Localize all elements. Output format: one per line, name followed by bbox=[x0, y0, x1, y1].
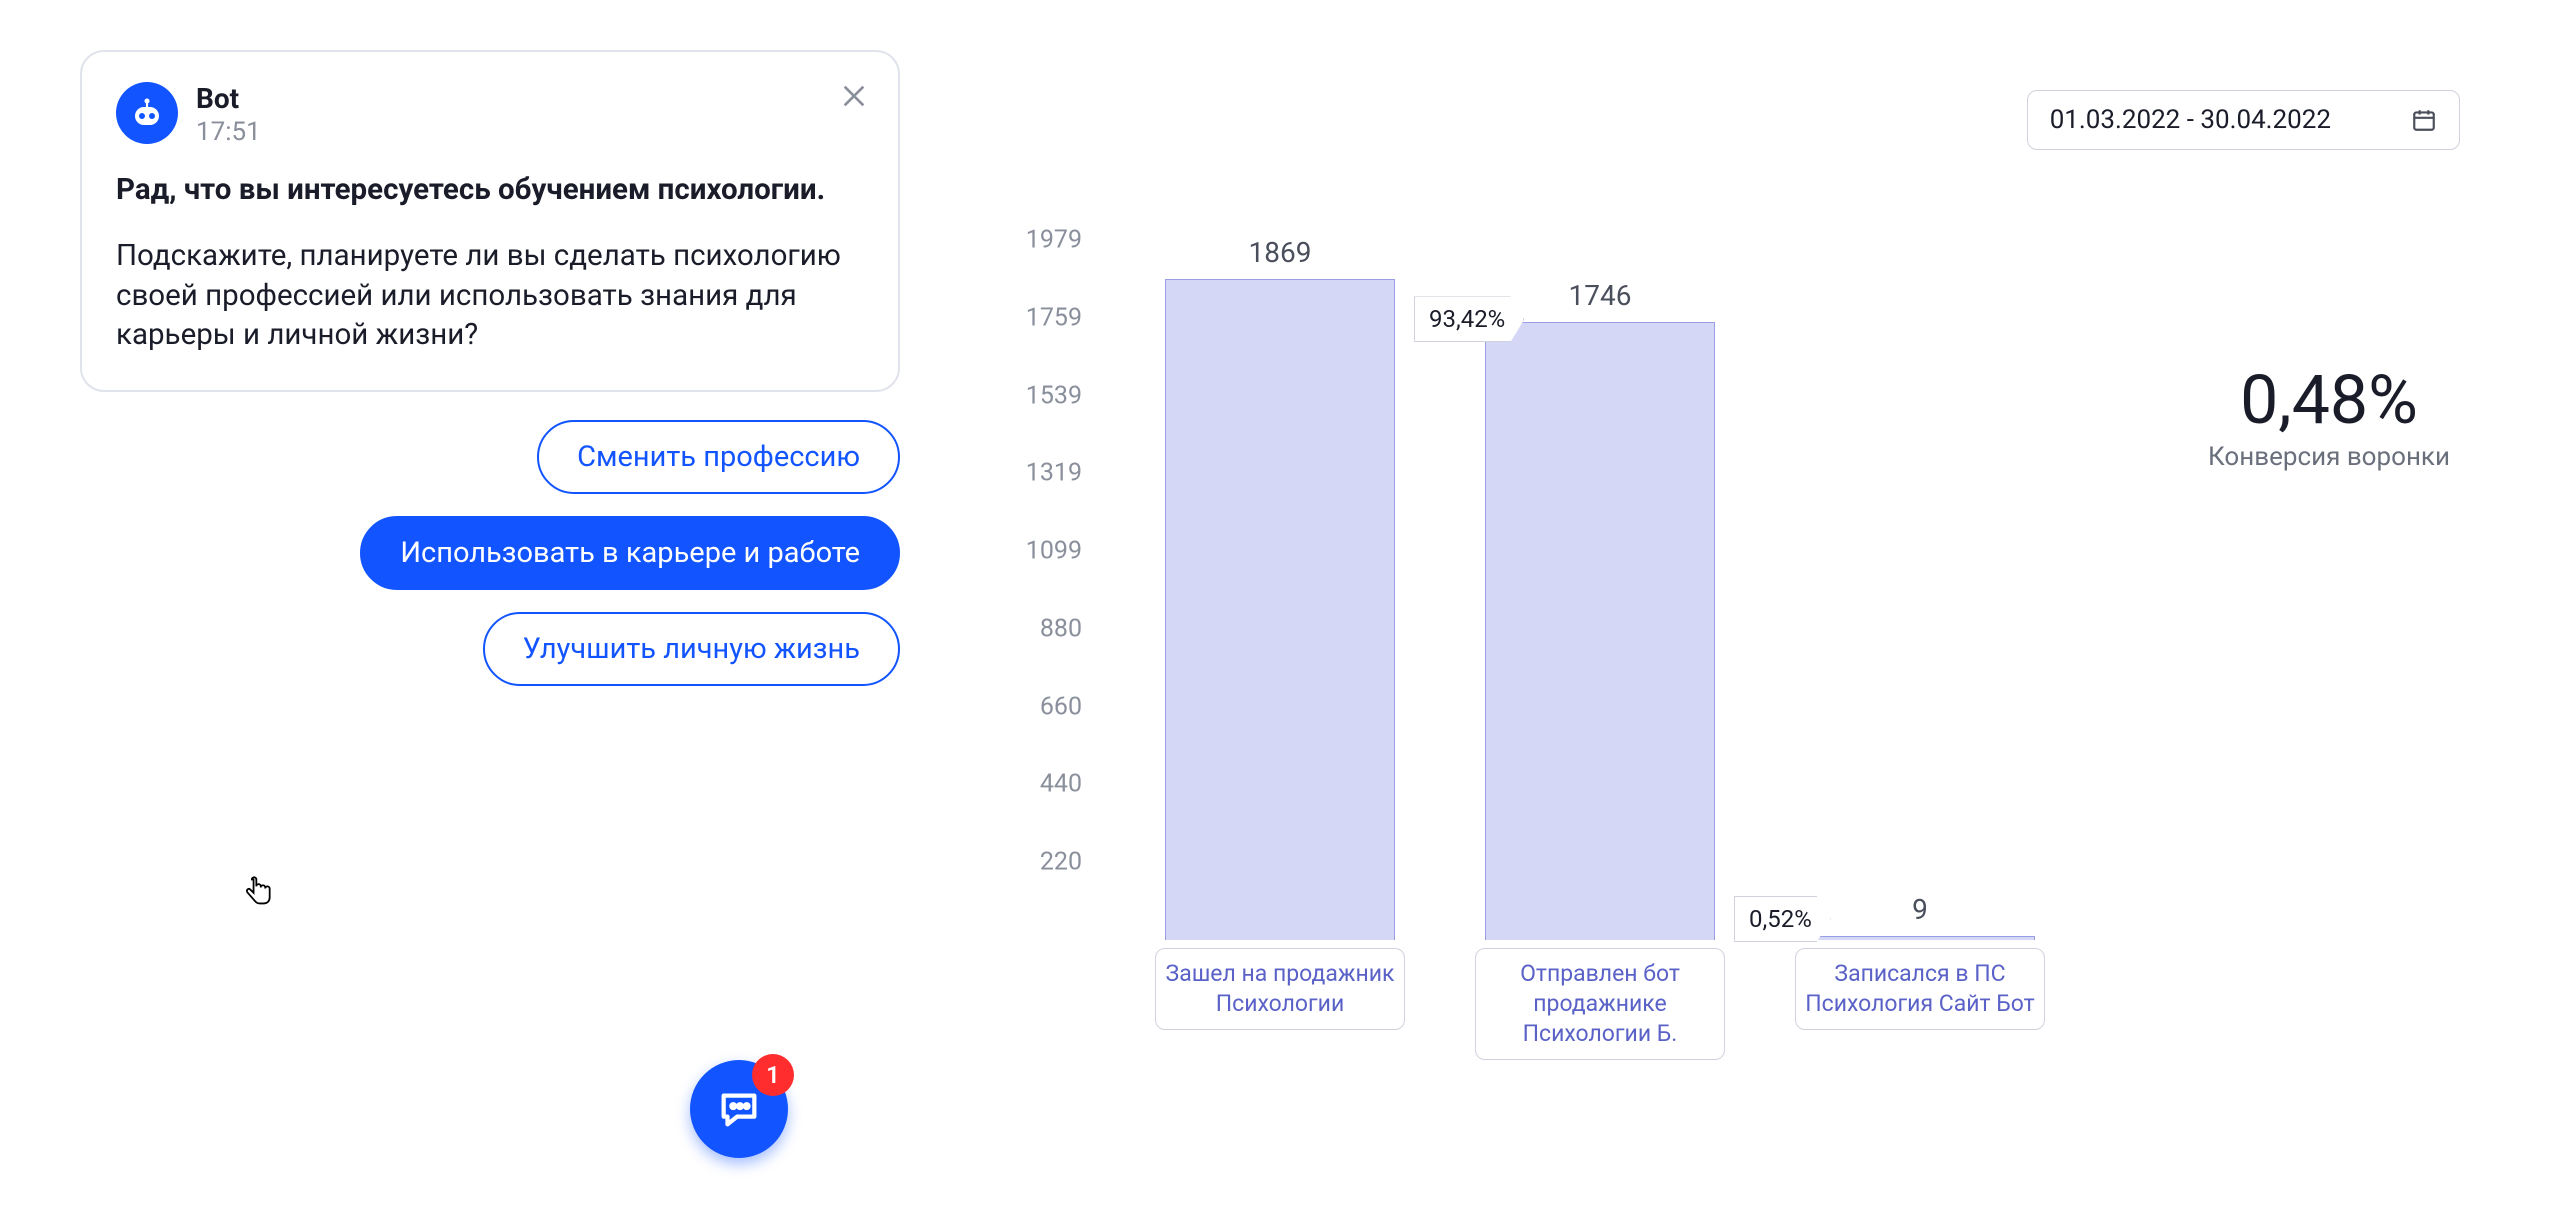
date-range-picker[interactable]: 01.03.2022 - 30.04.2022 bbox=[2027, 90, 2460, 150]
bar bbox=[1805, 936, 2035, 940]
date-range-value: 01.03.2022 - 30.04.2022 bbox=[2050, 105, 2331, 135]
bar-category-label: Зашел на продажник Психологии bbox=[1155, 948, 1405, 1030]
chat-text-bold: Рад, что вы интересуетесь обучением псих… bbox=[116, 171, 864, 211]
chat-launcher-button[interactable]: 1 bbox=[690, 1060, 788, 1158]
conversion-step-chip: 0,52% bbox=[1734, 896, 1831, 942]
bar-category-label: Отправлен бот продажнике Психологии Б. bbox=[1475, 948, 1725, 1060]
bot-name: Bot bbox=[196, 82, 261, 115]
reply-button-use-in-career[interactable]: Использовать в карьере и работе bbox=[360, 516, 900, 590]
bar-slot: 1869Зашел на продажник Психологии bbox=[1130, 236, 1430, 940]
funnel-chart: 19791759153913191099880660440220 1869Заш… bbox=[990, 240, 2130, 1080]
y-tick: 1759 bbox=[1026, 303, 1082, 332]
chat-meta: Bot 17:51 bbox=[196, 82, 261, 147]
bar bbox=[1485, 322, 1715, 940]
reply-button-change-profession[interactable]: Сменить профессию bbox=[537, 420, 900, 494]
y-tick: 660 bbox=[1040, 692, 1082, 721]
cursor-pointer-icon bbox=[240, 875, 276, 915]
bar-category-label: Записался в ПС Психология Сайт Бот bbox=[1795, 948, 2045, 1030]
y-tick: 440 bbox=[1040, 770, 1082, 799]
bar-value-label: 1869 bbox=[1130, 236, 1430, 269]
chat-panel: Bot 17:51 Рад, что вы интересуетесь обуч… bbox=[80, 50, 900, 686]
chat-text: Подскажите, планируете ли вы сделать пси… bbox=[116, 237, 864, 356]
chat-header: Bot 17:51 bbox=[116, 82, 864, 147]
kpi-label: Конверсия воронки bbox=[2208, 442, 2450, 472]
y-tick: 1539 bbox=[1026, 381, 1082, 410]
y-tick: 1319 bbox=[1026, 459, 1082, 488]
reply-button-group: Сменить профессию Использовать в карьере… bbox=[80, 420, 900, 686]
kpi-block: 0,48% Конверсия воронки bbox=[2208, 360, 2450, 472]
chat-body: Рад, что вы интересуетесь обучением псих… bbox=[116, 171, 864, 356]
kpi-value: 0,48% bbox=[2208, 360, 2450, 440]
y-axis: 19791759153913191099880660440220 bbox=[990, 240, 1090, 940]
bar-slot: 1746Отправлен бот продажнике Психологии … bbox=[1450, 279, 1750, 940]
y-tick: 1099 bbox=[1026, 537, 1082, 566]
y-tick: 1979 bbox=[1026, 226, 1082, 255]
close-icon[interactable] bbox=[838, 80, 870, 112]
reply-button-improve-life[interactable]: Улучшить личную жизнь bbox=[483, 612, 900, 686]
y-tick: 220 bbox=[1040, 848, 1082, 877]
chat-time: 17:51 bbox=[196, 117, 261, 147]
bar bbox=[1165, 279, 1395, 940]
y-tick: 880 bbox=[1040, 614, 1082, 643]
bars-region: 1869Зашел на продажник Психологии1746Отп… bbox=[1100, 240, 2120, 1000]
bot-avatar-icon bbox=[116, 82, 178, 144]
calendar-icon bbox=[2411, 107, 2437, 133]
notification-badge: 1 bbox=[752, 1054, 794, 1096]
chat-message-card: Bot 17:51 Рад, что вы интересуетесь обуч… bbox=[80, 50, 900, 392]
conversion-step-chip: 93,42% bbox=[1414, 296, 1524, 342]
